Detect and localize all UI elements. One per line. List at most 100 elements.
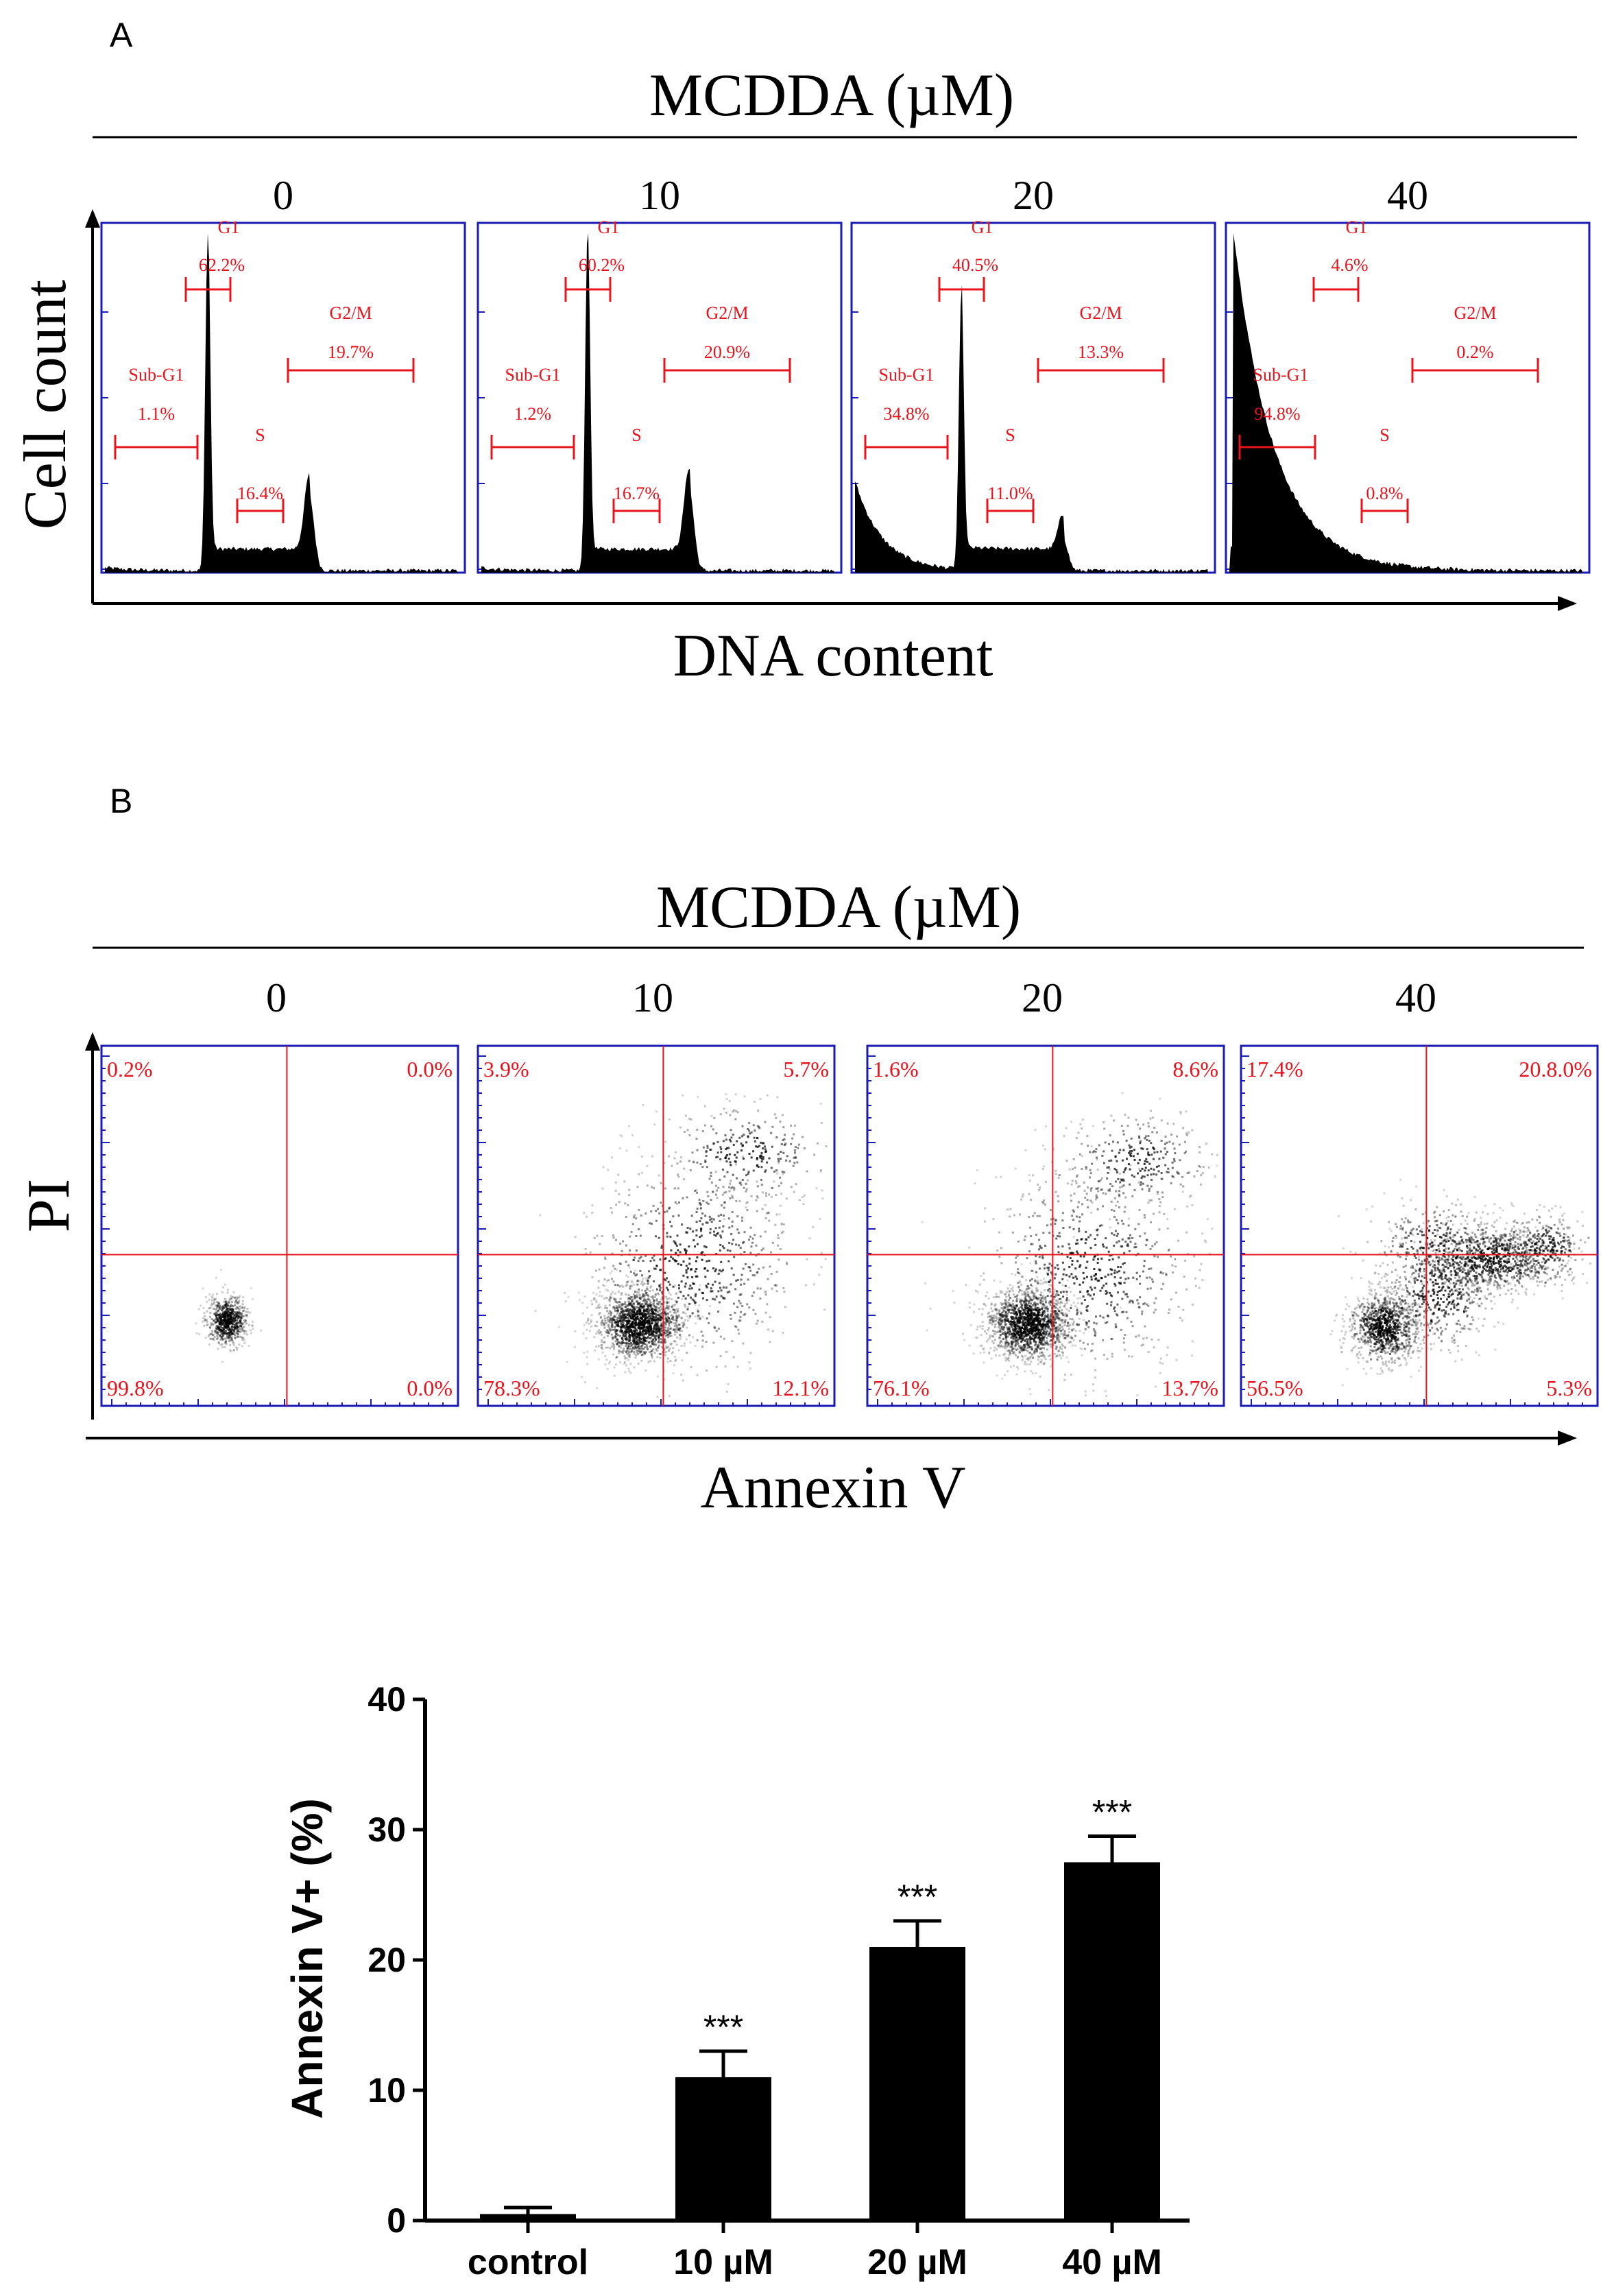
event-dot [1017,1367,1020,1370]
event-dot [1063,1337,1065,1339]
event-dot [215,1276,217,1279]
event-dot [639,1320,641,1323]
event-dot [623,1335,625,1338]
event-dot [1123,1252,1126,1254]
event-dot [1050,1300,1052,1303]
event-dot [208,1315,211,1318]
event-dot [752,1308,755,1311]
event-dot [658,1212,661,1215]
event-dot [973,1311,976,1313]
event-dot [1026,1330,1029,1332]
event-dot [699,1204,702,1206]
event-dot [621,1249,623,1252]
event-dot [669,1343,672,1346]
event-dot [240,1322,243,1324]
event-dot [717,1290,720,1293]
event-dot [1007,1350,1009,1352]
event-dot [741,1125,744,1127]
event-dot [1001,1314,1004,1317]
event-dot [1008,1293,1011,1296]
event-dot [728,1100,731,1103]
event-dot [980,1313,983,1316]
event-dot [1079,1264,1082,1267]
event-dot [610,1314,612,1317]
event-dot [1181,1319,1183,1322]
event-dot [1037,1298,1039,1301]
event-dot [609,1319,612,1322]
event-dot [534,1310,537,1312]
event-dot [687,1294,690,1297]
event-dot [1072,1294,1075,1297]
gate-subg1 [864,435,949,459]
event-dot [1055,1321,1057,1324]
event-dot [692,1282,695,1285]
event-dot [245,1315,248,1317]
event-dot [1035,1296,1038,1299]
event-dot [611,1317,614,1319]
event-dot [1102,1243,1104,1246]
event-dot [222,1313,224,1315]
event-dot [627,1350,630,1352]
event-dot [1071,1215,1074,1217]
event-dot [625,1285,627,1287]
event-dot [793,1149,796,1151]
event-dot [1083,1332,1085,1335]
event-dot [1041,1313,1044,1315]
event-dot [620,1322,623,1325]
event-dot [1030,1309,1033,1312]
event-dot [976,1328,978,1331]
event-dot [1132,1301,1134,1304]
event-dot [988,1311,991,1314]
event-dot [979,1325,982,1328]
event-dot [233,1349,235,1351]
event-dot [1068,1341,1070,1344]
event-dot [650,1330,653,1333]
event-dot [1194,1277,1196,1280]
event-dot [1081,1203,1083,1206]
event-dot [998,1354,1001,1357]
event-dot [1076,1260,1079,1263]
event-dot [744,1263,747,1265]
event-dot [1048,1302,1050,1304]
event-dot [1020,1310,1022,1313]
event-dot [666,1302,669,1304]
event-dot [794,1124,796,1127]
event-dot [1016,1339,1019,1341]
event-dot [622,1317,625,1319]
event-dot [715,1365,718,1368]
event-dot [224,1311,227,1313]
event-dot [230,1304,232,1306]
event-dot [219,1306,221,1308]
event-dot [1052,1298,1055,1301]
event-dot [996,1348,998,1351]
event-dot [240,1314,243,1317]
event-dot [996,1308,998,1311]
event-dot [696,1374,699,1376]
event-dot [775,1290,778,1293]
event-dot [593,1336,596,1339]
event-dot [1007,1309,1009,1312]
event-dot [770,1251,772,1254]
event-dot [1006,1315,1009,1317]
histogram-trace [855,284,1208,573]
event-dot [698,1288,701,1291]
event-dot [245,1313,248,1316]
event-dot [1102,1192,1105,1195]
event-dot [1055,1348,1057,1350]
event-dot [680,1317,683,1319]
event-dot [821,1197,824,1200]
event-dot [1026,1287,1028,1290]
event-dot [1050,1302,1052,1304]
event-dot [677,1263,679,1265]
event-dot [645,1302,647,1305]
event-dot [993,1304,996,1307]
event-dot [646,1301,648,1303]
event-dot [1136,1299,1139,1302]
event-dot [596,1234,599,1237]
event-dot [688,1317,691,1319]
event-dot [678,1201,680,1204]
event-dot [621,1304,624,1306]
event-dot [1048,1389,1050,1391]
event-dot [1019,1300,1022,1303]
